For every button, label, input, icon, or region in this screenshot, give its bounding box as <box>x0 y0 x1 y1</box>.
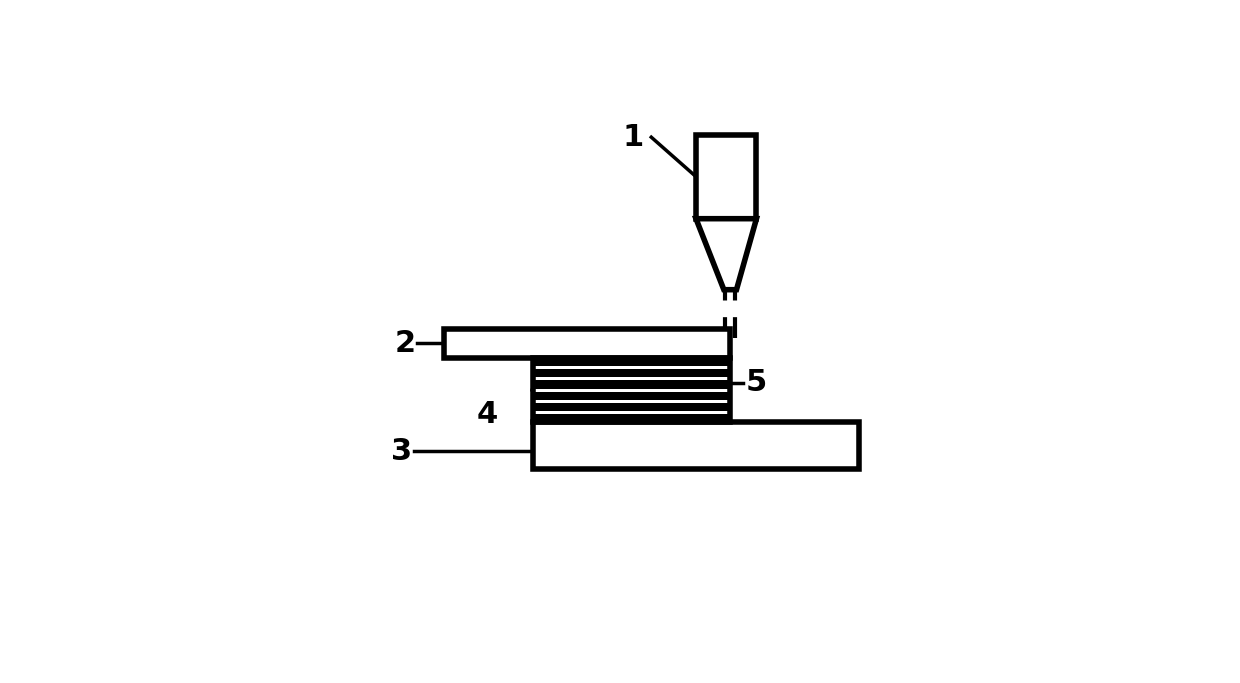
Bar <box>533 380 730 389</box>
Text: 2: 2 <box>394 329 415 358</box>
Bar <box>533 370 730 378</box>
Text: 5: 5 <box>746 368 768 398</box>
Text: 3: 3 <box>391 436 412 466</box>
Bar <box>533 411 730 414</box>
Polygon shape <box>696 219 756 290</box>
Bar <box>533 403 730 411</box>
Bar <box>533 366 730 370</box>
Bar <box>533 358 730 366</box>
Bar <box>533 391 730 400</box>
Bar <box>533 414 730 422</box>
Bar <box>533 400 730 403</box>
Bar <box>533 389 730 391</box>
Bar <box>696 135 756 219</box>
Text: 4: 4 <box>476 400 497 430</box>
Bar <box>533 422 859 469</box>
Text: 1: 1 <box>622 123 644 152</box>
Bar <box>444 329 730 358</box>
Bar <box>533 378 730 380</box>
Bar <box>533 358 730 422</box>
